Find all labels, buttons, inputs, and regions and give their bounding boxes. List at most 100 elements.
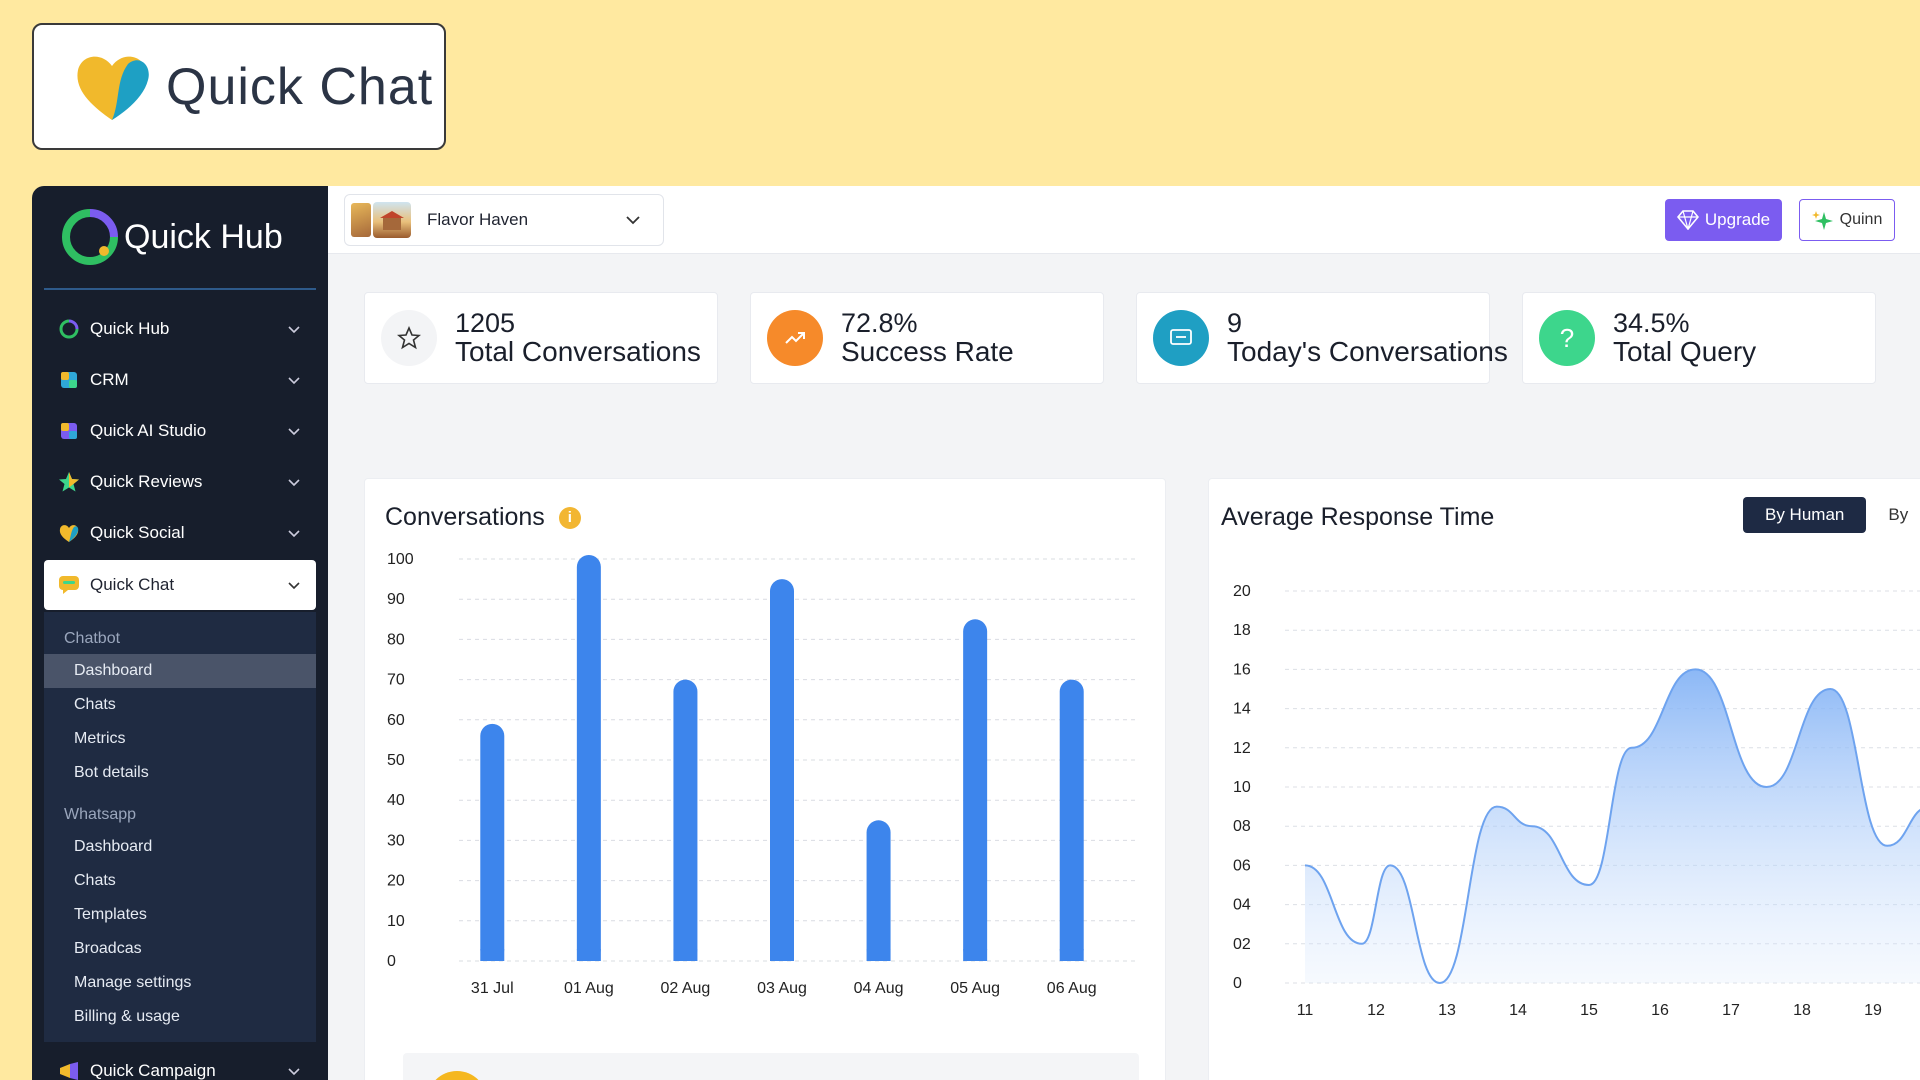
sidebar-item-label: Quick Chat xyxy=(90,575,175,594)
upgrade-label: Upgrade xyxy=(1704,210,1771,229)
ai-studio-icon xyxy=(58,420,80,442)
bar-base xyxy=(576,949,601,961)
bar-base xyxy=(1059,949,1084,961)
y-tick-label: 16 xyxy=(1233,661,1251,678)
sidebar-item-quick-campaign[interactable]: Quick Campaign xyxy=(44,1046,316,1080)
business-selector[interactable]: Flavor Haven xyxy=(344,194,664,246)
chevron-down-icon[interactable] xyxy=(286,423,302,439)
sparkle-icon xyxy=(1811,211,1833,230)
sidebar-item-label: Quick Social xyxy=(90,523,185,542)
quinn-label: Quinn xyxy=(1839,211,1883,228)
sidebar-nav: Quick Hub CRM Quick AI Studio Quick Revi… xyxy=(32,290,328,610)
y-tick-label: 14 xyxy=(1233,701,1251,718)
sidebar: Quick Hub Quick Hub CRM Quick AI Studio xyxy=(32,186,328,1080)
submenu-item-whatsapp-dashboard[interactable]: Dashboard xyxy=(74,838,153,855)
y-tick-label: 10 xyxy=(387,913,405,930)
x-tick-label: 12 xyxy=(1367,1002,1385,1019)
stat-total-conversations: 1205 Total Conversations xyxy=(364,292,718,384)
y-tick-label: 70 xyxy=(387,672,405,689)
bar xyxy=(1059,679,1084,961)
chevron-down-icon[interactable] xyxy=(286,525,302,541)
submenu-item-metrics[interactable]: Metrics xyxy=(74,730,126,747)
y-tick-label: 12 xyxy=(1233,740,1251,757)
stat-label: Total Conversations xyxy=(455,335,701,367)
y-tick-label: 08 xyxy=(1233,818,1251,835)
sidebar-item-label: CRM xyxy=(90,370,129,389)
y-tick-label: 90 xyxy=(387,591,405,608)
submenu-item-bot-details[interactable]: Bot details xyxy=(74,764,149,781)
submenu-item-chatbot-dashboard[interactable]: Dashboard xyxy=(44,654,316,688)
x-tick-label: 16 xyxy=(1651,1002,1669,1019)
submenu-item-chatbot-chats[interactable]: Chats xyxy=(74,696,116,713)
x-tick-label: 04 Aug xyxy=(854,980,904,997)
sidebar-item-label: Quick Campaign xyxy=(90,1061,216,1080)
sidebar-item-crm[interactable]: CRM xyxy=(44,355,316,405)
submenu-group-whatsapp: Whatsapp xyxy=(64,806,137,823)
chevron-down-icon[interactable] xyxy=(286,474,302,490)
bar xyxy=(963,619,988,961)
y-tick-label: 50 xyxy=(387,752,405,769)
chat-bubble-icon xyxy=(1153,310,1209,366)
quinn-button[interactable]: Quinn xyxy=(1799,199,1895,241)
x-tick-label: 11 xyxy=(1297,1002,1314,1019)
sidebar-nav-bottom: Quick Campaign xyxy=(32,1042,328,1080)
megaphone-icon xyxy=(58,1060,80,1080)
sidebar-header: Quick Hub xyxy=(44,186,316,290)
sidebar-item-quick-social[interactable]: Quick Social xyxy=(44,508,316,558)
quick-hub-logo-icon xyxy=(62,209,118,265)
chevron-down-icon[interactable] xyxy=(623,210,643,230)
brand-card: Quick Chat xyxy=(32,23,446,150)
sidebar-item-label: Quick Reviews xyxy=(90,472,203,491)
stat-value: 1205 xyxy=(455,307,516,338)
stat-label: Success Rate xyxy=(841,335,1014,367)
upgrade-button[interactable]: Upgrade xyxy=(1665,199,1782,241)
stat-label: Today's Conversations xyxy=(1227,335,1508,367)
heart-icon xyxy=(58,522,80,544)
chevron-down-icon[interactable] xyxy=(286,577,302,593)
chat-icon xyxy=(58,574,80,596)
x-tick-label: 14 xyxy=(1509,1002,1527,1019)
quick-chat-logo-icon xyxy=(77,56,149,120)
y-tick-label: 20 xyxy=(1233,583,1251,600)
bar-base xyxy=(866,949,891,961)
y-tick-label: 10 xyxy=(1233,779,1251,796)
submenu-item-billing-usage[interactable]: Billing & usage xyxy=(74,1008,180,1025)
y-tick-label: 18 xyxy=(1233,622,1251,639)
sidebar-item-label: Quick Hub xyxy=(90,319,170,338)
sidebar-item-ai-studio[interactable]: Quick AI Studio xyxy=(44,406,316,456)
info-icon[interactable]: i xyxy=(558,506,581,529)
stat-label: Total Query xyxy=(1613,335,1757,367)
toggle-by-bot[interactable]: By xyxy=(1888,505,1909,524)
conversations-panel: Conversations i 0 10 20 30 40 50 60 70 80 90 100 31… xyxy=(364,478,1166,1080)
x-tick-label: 01 Aug xyxy=(564,980,614,997)
x-tick-label: 05 Aug xyxy=(950,980,1000,997)
chevron-down-icon[interactable] xyxy=(286,372,302,388)
x-tick-label: 19 xyxy=(1864,1002,1882,1019)
business-name: Flavor Haven xyxy=(427,210,529,229)
submenu-item-manage-settings[interactable]: Manage settings xyxy=(74,974,192,991)
x-tick-label: 18 xyxy=(1793,1002,1811,1019)
stat-todays-conversations: 9 Today's Conversations xyxy=(1136,292,1508,384)
sidebar-item-quick-reviews[interactable]: Quick Reviews xyxy=(44,457,316,507)
bar-base xyxy=(963,949,988,961)
star-icon xyxy=(58,471,80,493)
bar xyxy=(866,820,891,961)
y-tick-label: 06 xyxy=(1233,857,1251,874)
sidebar-item-quick-hub[interactable]: Quick Hub xyxy=(44,304,316,354)
submenu-item-whatsapp-chats[interactable]: Chats xyxy=(74,872,116,889)
stat-total-query: ? 34.5% Total Query xyxy=(1522,292,1876,384)
chevron-down-icon[interactable] xyxy=(286,1063,302,1079)
y-tick-label: 60 xyxy=(387,712,405,729)
submenu-item-templates[interactable]: Templates xyxy=(74,906,147,923)
area-fill xyxy=(1305,669,1920,983)
sidebar-item-label: Quick AI Studio xyxy=(90,421,207,440)
bar-base xyxy=(480,949,505,961)
sidebar-title: Quick Hub xyxy=(124,217,283,256)
submenu-item-broadcast[interactable]: Broadcas xyxy=(74,940,142,957)
sidebar-item-quick-chat[interactable]: Quick Chat xyxy=(44,560,316,610)
y-tick-label: 80 xyxy=(387,631,405,648)
toggle-by-human[interactable]: By Human xyxy=(1743,497,1867,533)
chevron-down-icon[interactable] xyxy=(286,321,302,337)
response-time-area-chart: 0 02 04 06 08 10 12 14 16 18 20 11 12 13 14 15 16 17 18 19 xyxy=(1233,583,1920,1019)
y-tick-label: 30 xyxy=(387,832,405,849)
